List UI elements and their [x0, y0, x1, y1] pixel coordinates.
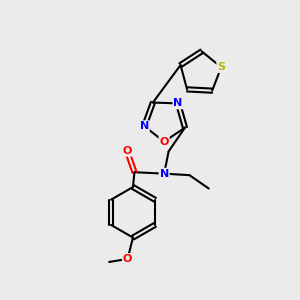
Text: N: N: [173, 98, 183, 108]
Text: N: N: [140, 121, 149, 131]
Text: S: S: [217, 62, 225, 72]
Text: O: O: [123, 254, 132, 264]
Text: O: O: [159, 137, 169, 147]
Text: O: O: [122, 146, 132, 156]
Text: N: N: [160, 169, 169, 179]
